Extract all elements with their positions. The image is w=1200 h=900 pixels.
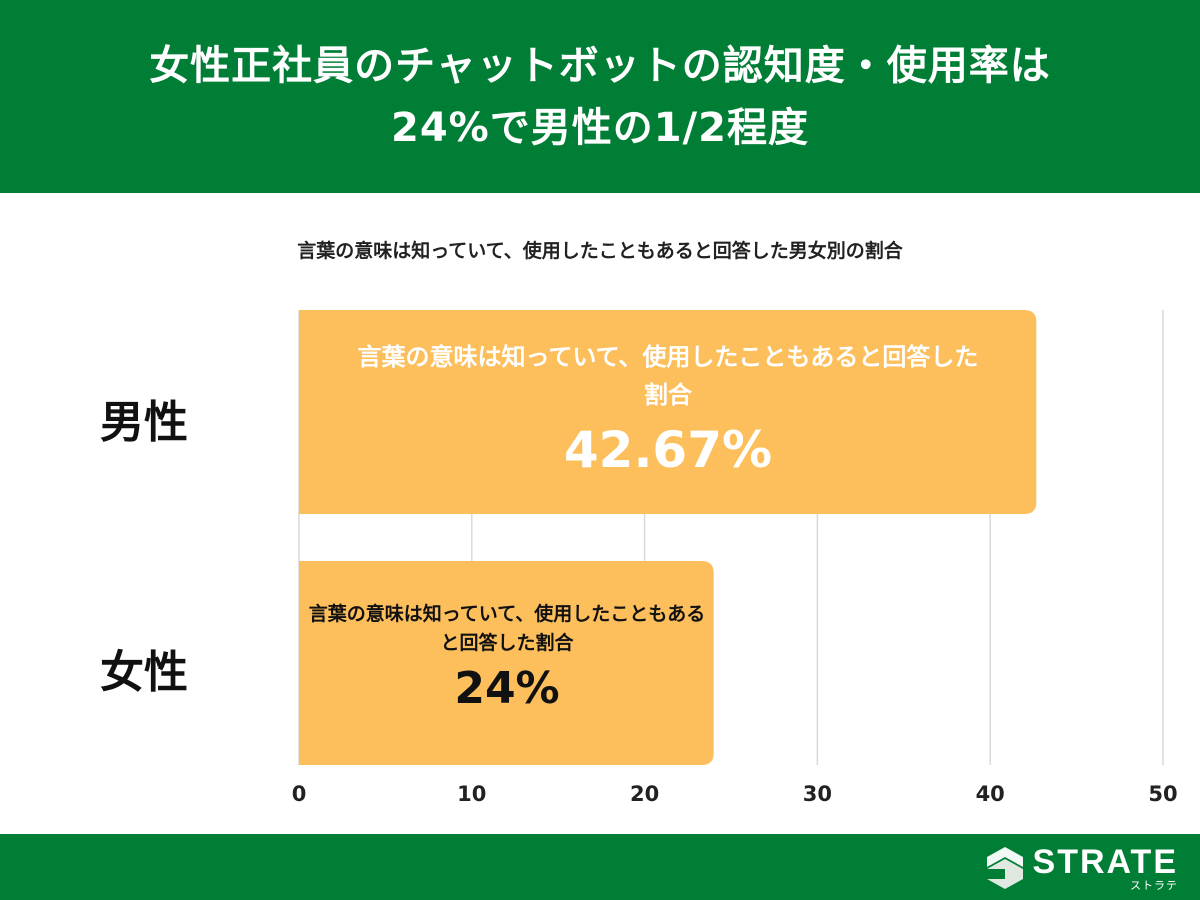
title-line-1: 女性正社員のチャットボットの認知度・使用率は [149, 42, 1051, 89]
bar-male [299, 310, 1037, 514]
header-banner: 女性正社員のチャットボットの認知度・使用率は 24%で男性の1/2程度 [0, 0, 1200, 193]
logo-wordmark: STRATE [1032, 843, 1178, 881]
footer-banner: STRATE ストラテ [0, 834, 1200, 900]
strate-logo-icon [986, 847, 1023, 889]
strate-logo: STRATE ストラテ [985, 842, 1178, 894]
category-label-female: 女性 [100, 647, 188, 698]
x-tick-label-50: 50 [1148, 782, 1178, 806]
logo-text: STRATE ストラテ [1033, 844, 1178, 892]
logo-katakana: ストラテ [1130, 880, 1178, 892]
bar-female [299, 561, 714, 765]
x-tick-label-10: 10 [457, 782, 487, 806]
category-label-male: 男性 [100, 397, 188, 448]
chart-title: 言葉の意味は知っていて、使用したこともあると回答した男女別の割合 [297, 240, 903, 262]
bars [299, 310, 1037, 765]
x-tick-label-40: 40 [975, 782, 1005, 806]
title-line-2: 24%で男性の1/2程度 [390, 104, 809, 151]
x-tick-label-30: 30 [802, 782, 832, 806]
x-tick-label-20: 20 [629, 782, 660, 806]
x-tick-label-0: 0 [291, 782, 307, 806]
